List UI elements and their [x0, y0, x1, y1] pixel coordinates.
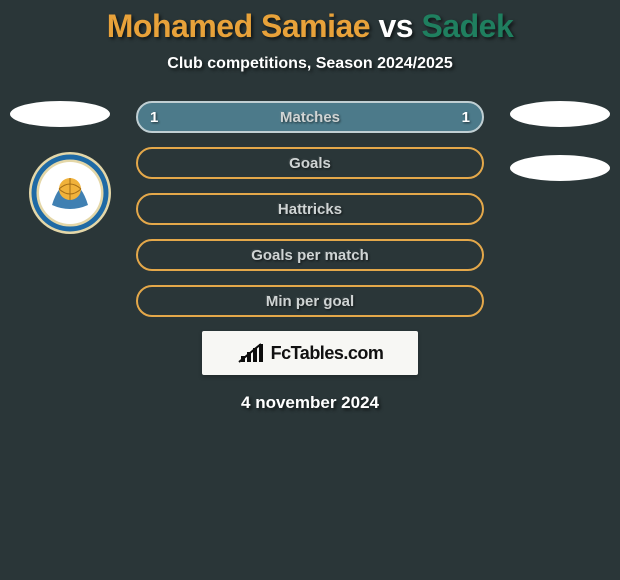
logo-text: FcTables.com [271, 343, 384, 364]
stat-label: Goals per match [138, 241, 482, 269]
right-ellipse-1 [510, 101, 610, 127]
stat-row-goals-per-match: Goals per match [136, 239, 484, 271]
stat-value-left: 1 [150, 103, 158, 131]
player2-name: Sadek [421, 8, 513, 44]
stat-label: Hattricks [138, 195, 482, 223]
stats-area: Matches1 1 Goals Hattricks Goals per match Mi… [0, 101, 620, 413]
stat-label: Min per goal [138, 287, 482, 315]
club-badge [28, 151, 112, 235]
title-vs: vs [370, 8, 421, 44]
page-title: Mohamed Samiae vs Sadek [0, 0, 620, 45]
player1-name: Mohamed Samiae [107, 8, 370, 44]
stat-label: Goals [138, 149, 482, 177]
logo-box: FcTables.com [202, 331, 418, 375]
logo-bars-icon [237, 342, 267, 364]
comparison-card: Mohamed Samiae vs Sadek Club competition… [0, 0, 620, 580]
stat-row-hattricks: Hattricks [136, 193, 484, 225]
stat-value-right: 1 [462, 103, 470, 131]
stat-row-min-per-goal: Min per goal [136, 285, 484, 317]
date-label: 4 november 2024 [0, 393, 620, 413]
subtitle: Club competitions, Season 2024/2025 [0, 55, 620, 73]
stat-row-matches: Matches1 1 [136, 101, 484, 133]
stat-label: Matches [138, 103, 482, 131]
right-ellipse-2 [510, 155, 610, 181]
stat-row-goals: Goals [136, 147, 484, 179]
left-ellipse [10, 101, 110, 127]
